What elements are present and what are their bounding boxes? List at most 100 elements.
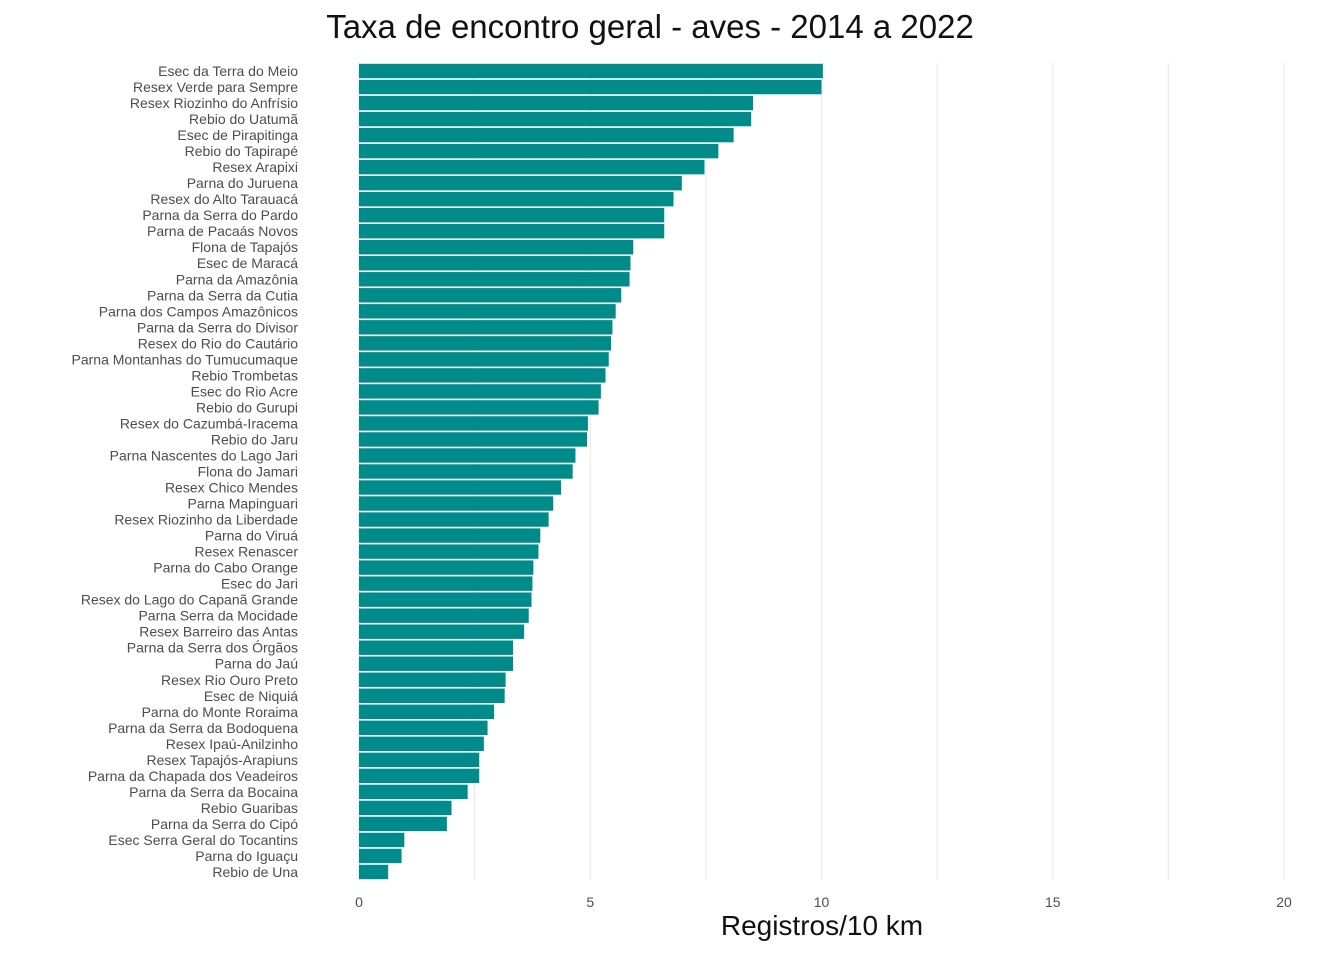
bar bbox=[359, 800, 452, 816]
bar bbox=[359, 400, 599, 415]
category-label: Resex Ipaú-Anilzinho bbox=[166, 736, 299, 752]
category-label: Parna do Monte Roraima bbox=[142, 704, 299, 720]
category-label: Parna Mapinguari bbox=[187, 496, 298, 512]
bar bbox=[359, 544, 539, 559]
category-label: Resex do Cazumbá-Iracema bbox=[120, 415, 298, 431]
bar bbox=[359, 656, 514, 671]
category-label: Rebio do Gurupi bbox=[196, 399, 298, 415]
bar bbox=[359, 79, 822, 95]
bar bbox=[359, 175, 682, 191]
bar bbox=[359, 608, 529, 623]
bar bbox=[359, 832, 405, 848]
category-label: Rebio do Jaru bbox=[211, 431, 298, 447]
bar bbox=[359, 560, 534, 575]
category-label: Parna Montanhas do Tumucumaque bbox=[72, 351, 299, 367]
category-label: Resex do Alto Tarauacá bbox=[150, 191, 298, 207]
category-label: Parna do Juruena bbox=[187, 175, 299, 191]
bar bbox=[359, 207, 665, 223]
category-label: Parna de Pacaás Novos bbox=[147, 223, 298, 239]
category-label: Resex Verde para Sempre bbox=[133, 79, 298, 95]
category-label: Esec Serra Geral do Tocantins bbox=[108, 832, 298, 848]
bars bbox=[359, 63, 823, 880]
category-label: Resex Barreiro das Antas bbox=[139, 624, 298, 640]
bar bbox=[359, 272, 630, 287]
bar bbox=[359, 576, 533, 591]
category-label: Resex Renascer bbox=[195, 544, 299, 560]
category-label: Resex Tapajós-Arapiuns bbox=[147, 752, 299, 768]
bar bbox=[359, 240, 634, 255]
bar bbox=[359, 736, 484, 752]
bar bbox=[359, 384, 601, 399]
bar bbox=[359, 256, 631, 271]
category-label: Resex do Rio do Cautário bbox=[138, 335, 299, 351]
bar bbox=[359, 191, 674, 207]
bar bbox=[359, 143, 719, 159]
category-label: Parna da Amazônia bbox=[176, 271, 298, 287]
bar bbox=[359, 864, 389, 880]
bar bbox=[359, 688, 505, 703]
category-label: Resex Rio Ouro Preto bbox=[161, 672, 298, 688]
bar bbox=[359, 432, 588, 447]
bar bbox=[359, 768, 480, 784]
category-label: Rebio de Una bbox=[212, 864, 298, 880]
x-axis-title: Registros/10 km bbox=[720, 910, 924, 941]
bar bbox=[359, 848, 402, 864]
bar bbox=[359, 640, 514, 655]
bar bbox=[359, 336, 612, 351]
category-label: Resex Chico Mendes bbox=[165, 480, 298, 496]
x-tick-labels: 0 5 10 15 20 bbox=[355, 894, 1292, 910]
bar bbox=[359, 352, 609, 367]
category-label: Resex Arapixi bbox=[212, 159, 298, 175]
category-label: Parna da Serra da Bocaina bbox=[129, 784, 298, 800]
bar bbox=[359, 288, 622, 303]
category-label: Rebio do Uatumã bbox=[189, 111, 298, 127]
bar bbox=[359, 816, 447, 832]
category-label: Parna do Viruá bbox=[205, 528, 298, 544]
category-label: Flona do Jamari bbox=[198, 464, 298, 480]
category-label: Parna do Jaú bbox=[215, 656, 298, 672]
category-label: Parna da Serra do Cipó bbox=[151, 816, 298, 832]
category-label: Parna da Serra da Bodoquena bbox=[108, 720, 298, 736]
category-label: Resex Riozinho da Liberdade bbox=[114, 512, 298, 528]
bar bbox=[359, 95, 754, 111]
bar bbox=[359, 512, 549, 527]
category-label: Rebio do Tapirapé bbox=[185, 143, 299, 159]
category-label: Parna do Cabo Orange bbox=[153, 560, 298, 576]
category-label: Parna da Serra da Cutia bbox=[147, 287, 298, 303]
bar bbox=[359, 592, 532, 607]
bar bbox=[359, 368, 606, 383]
category-label: Esec de Maracá bbox=[197, 255, 298, 271]
category-label: Resex Riozinho do Anfrísio bbox=[130, 95, 298, 111]
category-label: Esec do Jari bbox=[221, 576, 298, 592]
category-label: Rebio Guaribas bbox=[201, 800, 298, 816]
category-label: Parna da Chapada dos Veadeiros bbox=[88, 768, 298, 784]
x-tick-label: 10 bbox=[814, 894, 830, 910]
bar bbox=[359, 672, 506, 687]
bar bbox=[359, 496, 554, 511]
bar bbox=[359, 784, 468, 800]
bar bbox=[359, 63, 823, 79]
bar bbox=[359, 111, 752, 127]
category-label: Parna da Serra do Divisor bbox=[137, 319, 298, 335]
bar bbox=[359, 528, 541, 543]
bar bbox=[359, 624, 525, 639]
x-tick-label: 0 bbox=[355, 894, 363, 910]
bar bbox=[359, 464, 573, 479]
category-label: Parna Nascentes do Lago Jari bbox=[110, 447, 298, 463]
category-label: Parna da Serra dos Órgãos bbox=[127, 640, 298, 656]
x-tick-label: 5 bbox=[586, 894, 594, 910]
bar bbox=[359, 304, 616, 319]
bar bbox=[359, 448, 576, 463]
bar bbox=[359, 704, 495, 720]
category-label: Esec da Terra do Meio bbox=[158, 63, 298, 79]
bar bbox=[359, 223, 665, 239]
category-label: Esec de Niquiá bbox=[204, 688, 298, 704]
category-label: Parna dos Campos Amazônicos bbox=[99, 303, 298, 319]
x-tick-label: 15 bbox=[1045, 894, 1061, 910]
category-label: Parna da Serra do Pardo bbox=[142, 207, 298, 223]
bar bbox=[359, 127, 734, 143]
category-label: Esec de Pirapitinga bbox=[177, 127, 298, 143]
category-label: Esec do Rio Acre bbox=[191, 383, 299, 399]
